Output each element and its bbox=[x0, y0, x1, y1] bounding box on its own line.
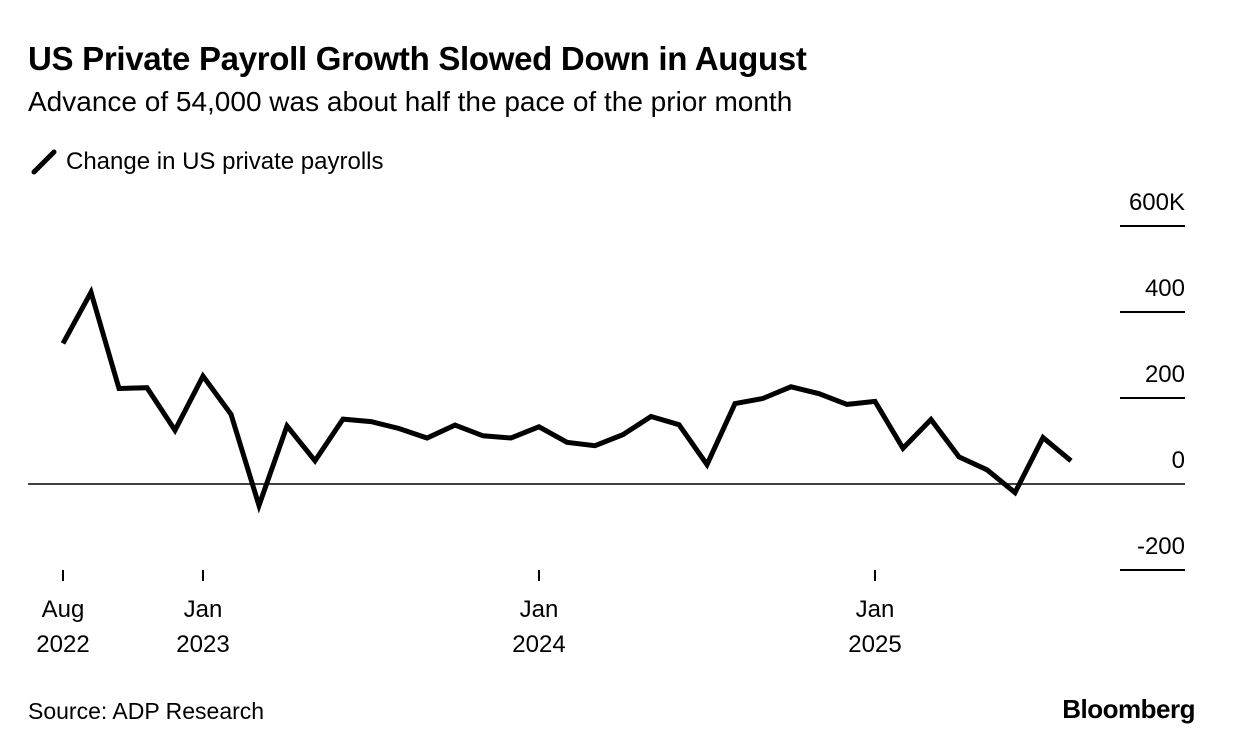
data-point bbox=[901, 446, 906, 451]
data-point bbox=[985, 467, 990, 472]
data-point bbox=[929, 417, 934, 422]
data-point bbox=[145, 385, 150, 390]
data-point bbox=[677, 422, 682, 427]
data-point bbox=[1013, 490, 1018, 495]
data-point bbox=[1069, 458, 1074, 463]
data-point bbox=[285, 423, 290, 428]
legend: Change in US private payrolls bbox=[30, 148, 384, 176]
data-point bbox=[957, 454, 962, 459]
data-point bbox=[817, 391, 822, 396]
x-tick-label-year: 2025 bbox=[848, 631, 901, 658]
x-tick-label-year: 2023 bbox=[176, 631, 229, 658]
chart-subtitle: Advance of 54,000 was about half the pac… bbox=[28, 86, 793, 117]
legend-label: Change in US private payrolls bbox=[66, 148, 384, 175]
data-point bbox=[369, 419, 374, 424]
data-point bbox=[201, 374, 206, 379]
data-point bbox=[593, 443, 598, 448]
data-point bbox=[621, 432, 626, 437]
data-point bbox=[1041, 435, 1046, 440]
data-point bbox=[257, 503, 262, 508]
source-note: Source: ADP Research bbox=[28, 698, 265, 724]
y-tick-label: 200 bbox=[1145, 361, 1185, 388]
data-point bbox=[61, 341, 66, 346]
data-point bbox=[313, 458, 318, 463]
data-point bbox=[173, 428, 178, 433]
data-point bbox=[509, 435, 514, 440]
line-chart: 600K 400 200 0 -200 Aug 2022 Jan 2023 Jan 2024 Jan… bbox=[28, 189, 1185, 658]
data-point bbox=[89, 290, 94, 295]
data-point bbox=[229, 412, 234, 417]
y-tick-label: -200 bbox=[1137, 533, 1185, 560]
x-axis: Aug 2022 Jan 2023 Jan 2024 Jan 2025 bbox=[36, 570, 902, 658]
data-point bbox=[873, 399, 878, 404]
x-tick-label-month: Aug bbox=[42, 596, 85, 623]
data-point bbox=[341, 417, 346, 422]
data-point bbox=[845, 402, 850, 407]
data-point bbox=[789, 384, 794, 389]
data-point bbox=[705, 462, 710, 467]
x-tick-label-year: 2024 bbox=[512, 631, 565, 658]
data-point bbox=[397, 426, 402, 431]
data-point bbox=[481, 433, 486, 438]
data-point bbox=[649, 414, 654, 419]
y-tick-label: 0 bbox=[1172, 447, 1185, 474]
data-point bbox=[761, 396, 766, 401]
y-tick-label: 400 bbox=[1145, 275, 1185, 302]
x-tick-label-month: Jan bbox=[856, 596, 895, 623]
line-swatch-icon bbox=[31, 149, 57, 175]
y-tick-label: 600K bbox=[1129, 189, 1185, 216]
x-tick-label-month: Jan bbox=[520, 596, 559, 623]
data-point bbox=[425, 435, 430, 440]
data-point bbox=[733, 401, 738, 406]
y-axis: 600K 400 200 0 -200 bbox=[1120, 189, 1185, 571]
x-tick-label-month: Jan bbox=[184, 596, 223, 623]
series-group bbox=[60, 285, 1074, 514]
brand-logo: Bloomberg bbox=[1062, 694, 1195, 724]
x-tick-label-year: 2022 bbox=[36, 631, 89, 658]
data-point bbox=[537, 424, 542, 429]
data-point bbox=[117, 386, 122, 391]
chart-title: US Private Payroll Growth Slowed Down in… bbox=[28, 40, 807, 77]
data-point bbox=[453, 423, 458, 428]
series-line bbox=[60, 285, 1073, 514]
data-point bbox=[565, 440, 570, 445]
